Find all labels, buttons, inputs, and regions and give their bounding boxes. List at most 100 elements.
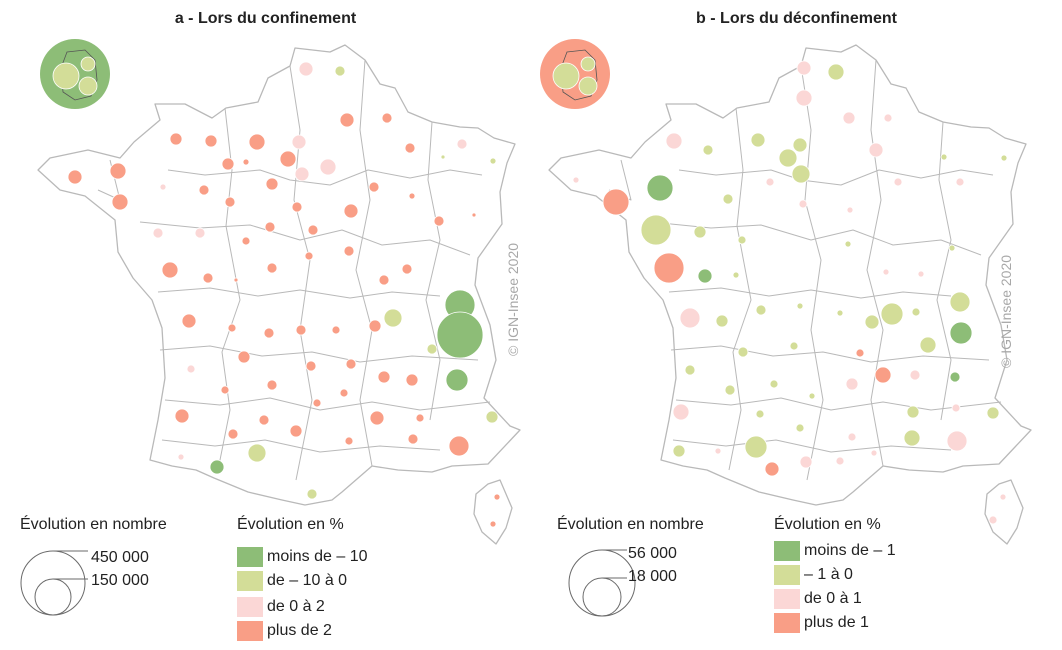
department-symbol [602,188,630,216]
department-symbol [343,245,355,257]
department-symbol [672,444,686,458]
department-symbol [732,271,740,279]
department-symbol [298,61,314,77]
department-symbol [291,201,303,213]
department-symbol [177,453,185,461]
swatch-dark-green [774,541,800,561]
department-symbol [755,304,767,316]
department-symbol [868,142,884,158]
department-symbol [248,133,266,151]
department-symbol [792,137,808,153]
department-symbol [221,157,235,171]
department-symbol [331,325,341,335]
color-legend-title-b: Évolution en % [774,516,881,533]
map-panel-a: a - Lors du confinement © IGN-Insee 2020… [20,10,521,641]
department-symbol [237,350,251,364]
department-symbol [304,251,314,261]
department-symbol [769,379,779,389]
panel-title-a: a - Lors du confinement [174,10,357,27]
size-legend-title-b: Évolution en nombre [557,516,704,533]
size-legend-max-b: 56 000 [628,545,677,562]
department-symbol [765,177,775,187]
department-symbol [408,192,416,200]
department-symbol [827,63,845,81]
department-symbol [485,410,499,424]
department-symbol [948,244,956,252]
department-symbol [744,435,768,459]
inset-symbol [52,62,80,90]
department-symbol [949,291,971,313]
map-france-b [540,39,1032,545]
symbols-b [572,60,1008,525]
credit-b: © IGN-Insee 2020 [998,254,1014,368]
size-legend-min-b: 18 000 [628,568,677,585]
department-symbol [883,113,893,123]
department-symbol [724,384,736,396]
department-symbol [339,388,349,398]
department-symbol [750,132,766,148]
department-symbol [791,164,811,184]
department-symbol [796,302,804,310]
department-symbol [401,263,413,275]
department-symbol [266,262,278,274]
inset-symbol [78,76,98,96]
department-symbol [489,520,497,528]
department-symbol [448,435,470,457]
department-symbol [181,313,197,329]
department-symbol [405,373,419,387]
department-symbol [714,447,722,455]
department-symbol [697,268,713,284]
department-symbol [415,413,425,423]
department-symbol [319,158,337,176]
swatch-light-pink [774,589,800,609]
department-symbol [264,221,276,233]
department-symbol [471,212,477,218]
department-symbol [988,515,998,525]
department-symbol [835,456,845,466]
department-symbol [291,134,307,150]
department-symbol [846,206,854,214]
department-symbol [906,405,920,419]
legend-class-b-1: moins de – 1 [774,541,896,561]
department-symbol [204,134,218,148]
size-legend-min-a: 150 000 [91,572,149,589]
legend-class-b-3: de 0 à 1 [774,589,862,609]
color-legend-title-a: Évolution en % [237,516,344,533]
department-symbol [764,461,780,477]
credit-a: © IGN-Insee 2020 [505,242,521,356]
swatch-light-green [237,571,263,591]
legend-class-a-1: moins de – 10 [237,547,368,567]
department-symbol [378,274,390,286]
department-symbol [946,430,968,452]
department-symbol [445,368,469,392]
swatch-light-pink [237,597,263,617]
france-outline-b [548,44,1032,545]
france-outline-a [37,44,521,545]
department-symbol [194,227,206,239]
department-symbol [842,111,856,125]
size-legend-title-a: Évolution en nombre [20,516,167,533]
map-france-a [37,39,521,545]
department-symbol [383,308,403,328]
department-symbol [808,392,816,400]
department-symbol [955,177,965,187]
department-symbol [755,409,765,419]
department-symbol [737,346,749,358]
department-symbol [67,169,83,185]
department-symbol [684,364,696,376]
department-symbol [864,314,880,330]
department-symbol [289,424,303,438]
department-symbol [640,214,672,246]
department-symbol [345,358,357,370]
department-symbol [722,193,734,205]
department-symbol [279,150,297,168]
department-symbol [893,177,903,187]
department-symbol [845,377,859,391]
panel-title-b: b - Lors du déconfinement [696,10,897,27]
size-legend-circles-b [568,549,636,617]
department-symbol [224,196,236,208]
department-symbol [911,307,921,317]
department-symbol [334,65,346,77]
department-symbol [266,379,278,391]
inset-paris-a [40,39,110,109]
